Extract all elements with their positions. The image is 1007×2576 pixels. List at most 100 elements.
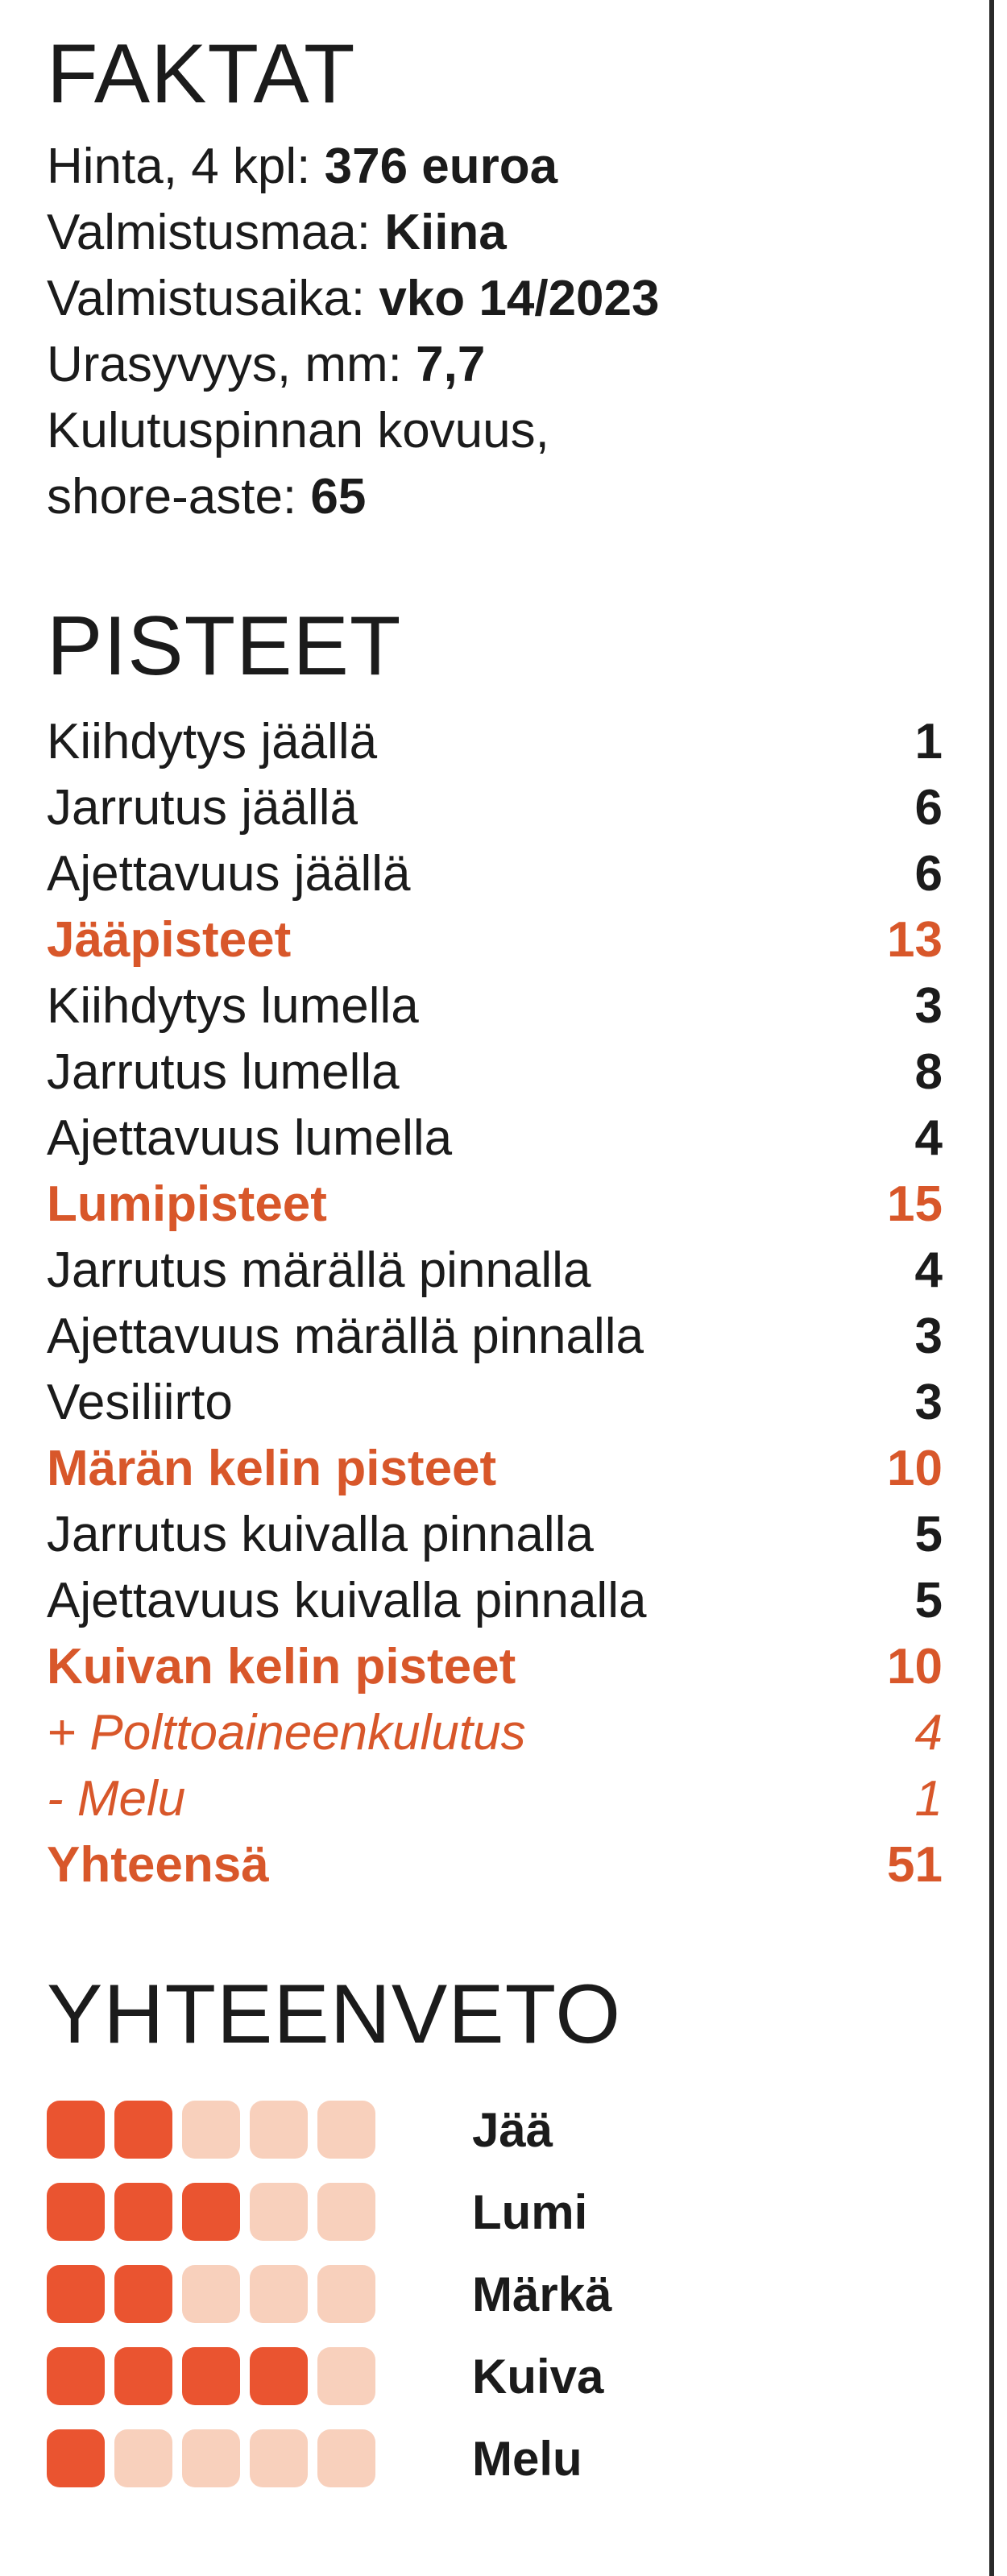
score-value: 1 xyxy=(914,714,943,769)
fact-hardness-label: Kulutuspinnan kovuus, xyxy=(47,398,943,464)
score-subtotal-row: Lumipisteet 15 xyxy=(47,1172,943,1238)
score-label: Ajettavuus kuivalla pinnalla xyxy=(47,1573,647,1628)
score-row: Jarrutus lumella 8 xyxy=(47,1039,943,1105)
fact-price: Hinta, 4 kpl: 376 euroa xyxy=(47,134,943,200)
rating-dot-empty xyxy=(250,2183,308,2241)
score-label: + Polttoaineenkulutus xyxy=(47,1705,526,1761)
rating-dot-filled xyxy=(114,2101,172,2159)
fact-value: 65 xyxy=(310,469,367,525)
fact-label: Hinta, 4 kpl: xyxy=(47,139,325,194)
rating-label: Lumi xyxy=(472,2184,588,2239)
summary-rating-row: Kuiva xyxy=(47,2335,943,2417)
score-value: 3 xyxy=(914,1375,943,1430)
score-value: 3 xyxy=(914,1309,943,1364)
rating-dots xyxy=(47,2347,425,2405)
fact-value: 376 euroa xyxy=(324,139,558,194)
score-row: Jarrutus märällä pinnalla 4 xyxy=(47,1238,943,1304)
score-label: Vesiliirto xyxy=(47,1375,233,1430)
score-value: 6 xyxy=(914,780,943,836)
score-adjustment-row: - Melu 1 xyxy=(47,1766,943,1832)
rating-dot-empty xyxy=(250,2429,308,2487)
scores-heading: PISTEET xyxy=(47,599,402,693)
rating-dot-filled xyxy=(47,2101,105,2159)
rating-dot-filled xyxy=(47,2429,105,2487)
score-subtotal-row: Märän kelin pisteet 10 xyxy=(47,1436,943,1502)
right-border-rule xyxy=(989,0,994,2576)
fact-label: Kulutuspinnan kovuus, xyxy=(47,403,549,458)
rating-dots xyxy=(47,2265,425,2323)
score-value: 8 xyxy=(914,1044,943,1100)
fact-manufacture-date: Valmistusaika: vko 14/2023 xyxy=(47,266,943,332)
summary-rating-row: Jää xyxy=(47,2089,943,2171)
rating-label: Melu xyxy=(472,2431,582,2486)
rating-dot-filled xyxy=(114,2265,172,2323)
score-row: Ajettavuus jäällä 6 xyxy=(47,841,943,907)
score-subtotal-row: Kuivan kelin pisteet 10 xyxy=(47,1634,943,1700)
score-value: 4 xyxy=(914,1110,943,1166)
score-subtotal-row: Yhteensä 51 xyxy=(47,1832,943,1898)
fact-value: Kiina xyxy=(384,205,507,260)
summary-heading: YHTEENVETO xyxy=(47,1968,622,2061)
rating-dot-empty xyxy=(317,2265,375,2323)
rating-dots xyxy=(47,2101,425,2159)
rating-dots xyxy=(47,2183,425,2241)
score-label: Ajettavuus jäällä xyxy=(47,846,411,902)
rating-label: Märkä xyxy=(472,2267,612,2321)
rating-dot-empty xyxy=(114,2429,172,2487)
score-row: Jarrutus kuivalla pinnalla 5 xyxy=(47,1502,943,1568)
facts-heading: FAKTAT xyxy=(47,27,356,121)
score-label: Lumipisteet xyxy=(47,1176,327,1232)
score-label: Jarrutus lumella xyxy=(47,1044,400,1100)
rating-dot-empty xyxy=(317,2347,375,2405)
score-label: Kiihdytys jäällä xyxy=(47,714,378,769)
rating-dot-filled xyxy=(114,2183,172,2241)
score-adjustment-row: + Polttoaineenkulutus 4 xyxy=(47,1700,943,1766)
summary-rating-row: Märkä xyxy=(47,2253,943,2335)
tire-fact-panel: FAKTAT Hinta, 4 kpl: 376 euroa Valmistus… xyxy=(47,32,943,2499)
rating-dot-empty xyxy=(182,2429,240,2487)
fact-country: Valmistusmaa: Kiina xyxy=(47,200,943,266)
score-label: Jarrutus märällä pinnalla xyxy=(47,1242,591,1298)
score-row: Kiihdytys lumella 3 xyxy=(47,973,943,1039)
rating-dot-empty xyxy=(317,2183,375,2241)
rating-dot-filled xyxy=(182,2347,240,2405)
score-subtotal-row: Jääpisteet 13 xyxy=(47,907,943,973)
fact-tread-depth: Urasyvyys, mm: 7,7 xyxy=(47,332,943,398)
score-value: 5 xyxy=(914,1573,943,1628)
fact-label: shore-aste: xyxy=(47,469,311,525)
score-row: Jarrutus jäällä 6 xyxy=(47,775,943,841)
rating-label: Kuiva xyxy=(472,2349,604,2404)
score-value: 5 xyxy=(914,1507,943,1562)
score-label: Jarrutus jäällä xyxy=(47,780,358,836)
fact-label: Urasyvyys, mm: xyxy=(47,337,416,392)
summary-rating-row: Melu xyxy=(47,2417,943,2499)
rating-dot-empty xyxy=(317,2429,375,2487)
score-row: Ajettavuus kuivalla pinnalla 5 xyxy=(47,1568,943,1634)
score-label: Ajettavuus lumella xyxy=(47,1110,453,1166)
score-label: Märän kelin pisteet xyxy=(47,1441,497,1496)
rating-dot-empty xyxy=(317,2101,375,2159)
score-value: 6 xyxy=(914,846,943,902)
rating-dot-filled xyxy=(47,2347,105,2405)
score-value: 10 xyxy=(887,1639,943,1695)
rating-dot-filled xyxy=(182,2183,240,2241)
fact-label: Valmistusaika: xyxy=(47,271,379,326)
rating-dot-filled xyxy=(47,2265,105,2323)
score-row: Ajettavuus lumella 4 xyxy=(47,1105,943,1172)
rating-dot-empty xyxy=(250,2101,308,2159)
rating-dot-empty xyxy=(250,2265,308,2323)
rating-dot-filled xyxy=(114,2347,172,2405)
rating-dot-empty xyxy=(182,2101,240,2159)
score-value: 3 xyxy=(914,978,943,1034)
score-value: 4 xyxy=(914,1242,943,1298)
score-label: Jarrutus kuivalla pinnalla xyxy=(47,1507,594,1562)
rating-dot-filled xyxy=(47,2183,105,2241)
score-value: 10 xyxy=(887,1441,943,1496)
rating-dots xyxy=(47,2429,425,2487)
summary-rating-row: Lumi xyxy=(47,2171,943,2253)
rating-label: Jää xyxy=(472,2102,553,2157)
fact-value: 7,7 xyxy=(416,337,486,392)
rating-dot-empty xyxy=(182,2265,240,2323)
fact-value: vko 14/2023 xyxy=(379,271,660,326)
score-row: Ajettavuus märällä pinnalla 3 xyxy=(47,1304,943,1370)
